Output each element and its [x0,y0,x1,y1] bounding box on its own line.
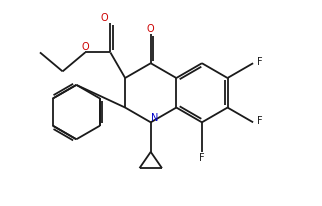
Text: O: O [101,13,109,23]
Text: F: F [257,57,262,67]
Text: F: F [199,153,205,163]
Text: N: N [151,113,158,123]
Text: F: F [257,116,262,126]
Text: O: O [81,42,89,52]
Text: O: O [147,24,155,34]
